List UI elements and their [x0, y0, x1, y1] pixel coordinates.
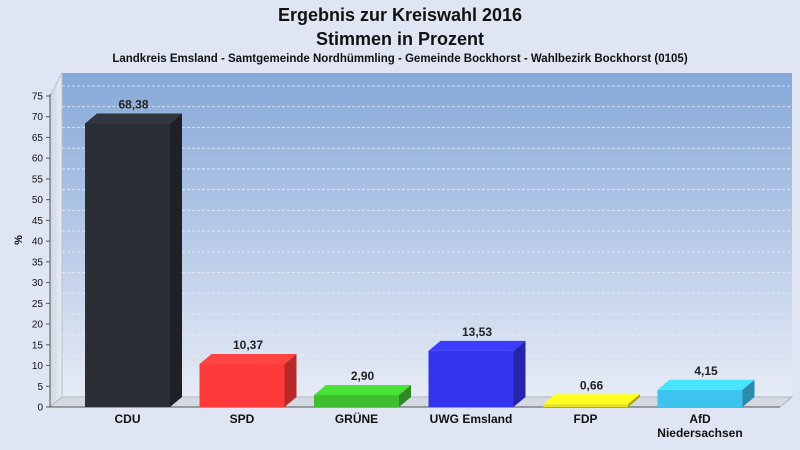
bar-top: [657, 379, 755, 390]
data-label: 10,37: [233, 338, 263, 352]
bar-side: [399, 384, 411, 407]
bar-top: [314, 384, 411, 395]
data-label: 0,66: [580, 378, 604, 392]
x-tick-label: GRÜNE: [335, 411, 378, 426]
bar-uwg-emsland: 13,53: [428, 325, 526, 407]
bar-front: [199, 363, 285, 407]
y-tick-label: 45: [32, 216, 44, 227]
bar-side: [170, 113, 182, 408]
chart-subtitle: Landkreis Emsland - Samtgemeinde Nordhüm…: [112, 53, 688, 65]
x-tick-label: AfD: [689, 412, 711, 426]
bar-front: [314, 394, 399, 407]
y-tick-label: 15: [32, 340, 44, 351]
bar-front: [85, 123, 170, 408]
data-label: 4,15: [694, 364, 718, 378]
x-tick-label: UWG Emsland: [430, 412, 513, 426]
data-label: 13,53: [462, 325, 492, 339]
chart-title: Ergebnis zur Kreiswahl 2016: [277, 5, 523, 25]
chart-title-line2: Stimmen in Prozent: [315, 29, 485, 49]
y-tick-label: 5: [37, 382, 43, 393]
bar-side: [513, 340, 526, 407]
y-tick-label: 75: [32, 92, 44, 103]
y-tick-label: 55: [32, 174, 44, 185]
bar-front: [657, 389, 743, 407]
bar-side: [628, 394, 640, 407]
bar-side: [742, 379, 755, 407]
bar-cdu: 68,38: [85, 97, 182, 408]
grid-lines: [62, 85, 792, 377]
bar-spd: 10,37: [199, 338, 297, 407]
x-tick-label: CDU: [115, 412, 141, 426]
bar-gr-ne: 2,90: [314, 369, 411, 407]
bar-top: [428, 340, 526, 351]
bar-afd-niedersachsen: 4,15: [657, 364, 755, 407]
y-tick-label: 30: [32, 278, 44, 289]
y-tick-label: 50: [32, 195, 44, 206]
x-tick-label: Niedersachsen: [657, 426, 742, 440]
y-tick-label: 25: [32, 299, 44, 310]
bar-top: [85, 113, 182, 124]
side-wall: [49, 72, 63, 409]
bars: 68,38 10,37 2,90 13,53 0,66 4,15: [85, 97, 755, 408]
bar-top: [199, 353, 297, 364]
y-tick-label: 70: [32, 112, 44, 123]
bar-side: [284, 353, 297, 407]
bar-fdp: 0,66: [543, 378, 640, 407]
category-labels: CDU SPD GRÜNE UWG Emsland FDP AfDNiedersachse…: [115, 411, 743, 440]
bar-front: [428, 350, 514, 407]
y-axis-label: %: [13, 235, 25, 245]
back-wall: [62, 73, 792, 397]
bar-top: [543, 394, 640, 405]
y-tick-label: 35: [32, 257, 44, 268]
x-tick-label: FDP: [574, 412, 598, 426]
x-tick-label: SPD: [230, 412, 255, 426]
y-tick-label: 40: [32, 237, 44, 248]
data-label: 68,38: [118, 97, 148, 111]
y-tick-label: 10: [32, 361, 44, 372]
y-tick-label: 65: [32, 133, 44, 144]
bar-front: [543, 404, 628, 407]
y-tick-label: 20: [32, 320, 44, 331]
y-tick-label: 60: [32, 154, 44, 165]
y-tick-label: 0: [37, 403, 43, 414]
data-label: 2,90: [351, 369, 375, 383]
